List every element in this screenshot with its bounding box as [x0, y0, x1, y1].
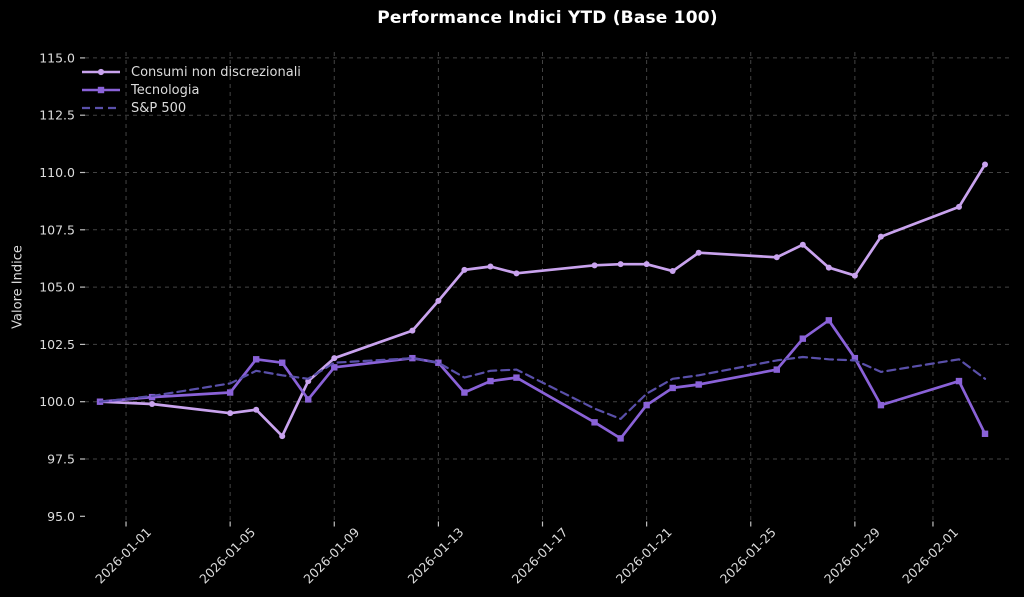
- data-point-tecnologia: [773, 366, 780, 373]
- data-point-consumi-non-discrezionali: [253, 406, 260, 413]
- data-point-tecnologia: [955, 377, 963, 385]
- data-point-consumi-non-discrezionali: [877, 233, 884, 240]
- data-point-tecnologia: [643, 401, 650, 409]
- legend-swatch-line-circle-icon: [82, 68, 120, 76]
- x-tick-label: 2026-01-13: [405, 525, 467, 587]
- legend-swatch-line-square-icon: [82, 86, 120, 94]
- x-tick-label: 2026-02-01: [899, 525, 961, 587]
- y-tick-label: 112.5: [39, 108, 75, 123]
- data-point-tecnologia: [825, 317, 833, 324]
- y-tick-label: 105.0: [39, 280, 75, 295]
- axes: 2026-01-01 2026-01-05 2026-01-09 2026-01-13…: [39, 50, 961, 586]
- legend-item-consumi: Consumi non discrezionali: [80, 63, 301, 81]
- series-line-tecnologia: [98, 318, 987, 440]
- data-point-tecnologia: [695, 381, 702, 388]
- y-tick-label: 107.5: [39, 222, 75, 237]
- legend-swatch-dashed-line-icon: [82, 106, 120, 110]
- data-point-consumi-non-discrezionali: [513, 270, 520, 277]
- y-tick-label: 115.0: [39, 50, 75, 65]
- x-tick-label: 2026-01-01: [92, 525, 154, 587]
- data-point-consumi-non-discrezionali: [487, 263, 494, 270]
- data-point-consumi-non-discrezionali: [617, 261, 624, 268]
- data-point-consumi-non-discrezionali: [461, 266, 468, 273]
- data-point-consumi-non-discrezionali: [773, 254, 780, 261]
- data-point-consumi-non-discrezionali: [331, 355, 338, 362]
- x-tick-label: 2026-01-29: [821, 524, 883, 586]
- data-point-tecnologia: [617, 435, 624, 442]
- gridlines: [85, 52, 1010, 522]
- data-point-tecnologia: [851, 354, 859, 362]
- y-axis-label: Valore Indice: [10, 245, 26, 329]
- legend-label: S&P 500: [131, 100, 187, 116]
- data-point-consumi-non-discrezionali: [409, 327, 416, 334]
- legend: Consumi non discrezionali Tecnologia S&P…: [80, 63, 301, 117]
- chart-title: Performance Indici YTD (Base 100): [377, 8, 718, 28]
- data-point-tecnologia: [981, 430, 989, 437]
- y-tick-label: 95.0: [47, 509, 75, 524]
- data-point-consumi-non-discrezionali: [643, 261, 650, 268]
- data-point-tecnologia: [226, 389, 234, 396]
- data-point-consumi-non-discrezionali: [435, 297, 442, 304]
- x-tick-label: 2026-01-17: [509, 525, 571, 587]
- data-point-tecnologia: [409, 354, 416, 362]
- data-point-tecnologia: [669, 384, 676, 392]
- data-point-tecnologia: [279, 359, 286, 366]
- data-point-consumi-non-discrezionali: [982, 161, 989, 168]
- data-point-tecnologia: [435, 359, 442, 366]
- data-point-consumi-non-discrezionali: [825, 264, 832, 271]
- data-point-tecnologia: [461, 389, 468, 396]
- data-point-tecnologia: [331, 364, 338, 371]
- series-line-consumi-non-discrezionali: [98, 163, 987, 438]
- data-point-tecnologia: [305, 396, 312, 403]
- legend-item-tecnologia: Tecnologia: [80, 81, 301, 99]
- data-point-tecnologia: [591, 419, 598, 426]
- data-point-tecnologia: [877, 401, 885, 409]
- data-point-consumi-non-discrezionali: [799, 241, 806, 248]
- data-point-consumi-non-discrezionali: [227, 410, 234, 417]
- x-tick-label: 2026-01-05: [196, 525, 258, 587]
- data-point-consumi-non-discrezionali: [149, 400, 156, 407]
- x-tick-label: 2026-01-09: [300, 524, 362, 586]
- data-point-consumi-non-discrezionali: [851, 272, 858, 279]
- data-point-tecnologia: [252, 356, 260, 363]
- data-point-consumi-non-discrezionali: [695, 249, 702, 256]
- data-point-consumi-non-discrezionali: [955, 203, 962, 210]
- x-tick-label: 2026-01-21: [613, 525, 675, 587]
- data-point-consumi-non-discrezionali: [669, 268, 676, 275]
- y-tick-label: 102.5: [39, 337, 75, 352]
- data-point-tecnologia: [799, 335, 807, 342]
- legend-label: Tecnologia: [131, 82, 200, 98]
- x-tick-label: 2026-01-25: [717, 525, 779, 587]
- data-point-tecnologia: [513, 374, 520, 381]
- y-tick-label: 100.0: [39, 394, 75, 409]
- data-point-consumi-non-discrezionali: [279, 433, 286, 440]
- data-point-tecnologia: [487, 377, 494, 385]
- series-line-s-p-500: [98, 355, 987, 420]
- legend-item-sp500: S&P 500: [80, 99, 301, 117]
- y-tick-label: 97.5: [47, 452, 75, 467]
- series: [96, 161, 989, 442]
- legend-label: Consumi non discrezionali: [131, 64, 301, 80]
- data-point-consumi-non-discrezionali: [591, 262, 598, 269]
- y-tick-label: 110.0: [39, 165, 75, 180]
- data-point-tecnologia: [148, 393, 156, 401]
